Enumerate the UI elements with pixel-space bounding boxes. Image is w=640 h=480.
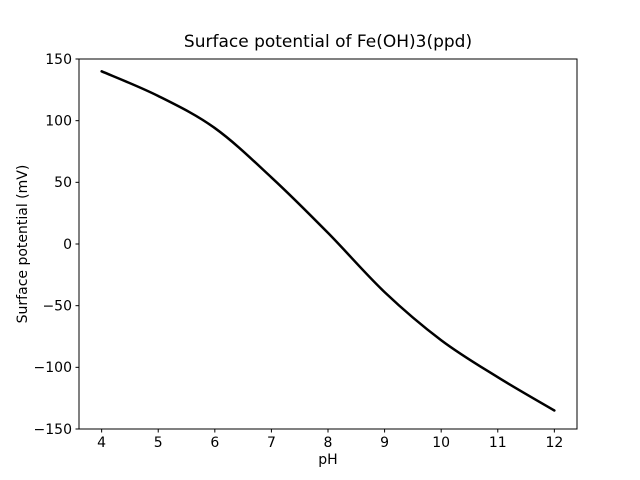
y-tick-label: 150 — [45, 52, 72, 68]
y-tick-label: 0 — [63, 237, 72, 253]
chart-title: Surface potential of Fe(OH)3(ppd) — [184, 32, 472, 52]
x-tick-label: 9 — [380, 435, 389, 451]
x-tick-label: 5 — [154, 435, 163, 451]
y-tick-label: −150 — [34, 422, 72, 438]
y-tick-label: −50 — [42, 298, 72, 314]
x-tick-label: 12 — [545, 435, 563, 451]
x-tick-label: 6 — [210, 435, 219, 451]
y-axis-label: Surface potential (mV) — [15, 165, 31, 324]
y-tick-label: 50 — [54, 175, 72, 191]
x-tick-label: 11 — [489, 435, 507, 451]
x-axis-ticks: 4 5 6 7 8 9 10 11 12 — [97, 429, 563, 451]
y-tick-label: 100 — [45, 113, 72, 129]
x-tick-label: 8 — [324, 435, 333, 451]
x-tick-label: 10 — [432, 435, 450, 451]
y-axis-ticks: −150 −100 −50 0 50 100 150 — [34, 52, 79, 438]
plot-area — [78, 58, 578, 430]
y-tick-label: −100 — [34, 360, 72, 376]
x-axis-label: pH — [318, 452, 337, 468]
surface-potential-curve — [100, 70, 556, 412]
x-tick-label: 7 — [267, 435, 276, 451]
x-tick-label: 4 — [97, 435, 106, 451]
